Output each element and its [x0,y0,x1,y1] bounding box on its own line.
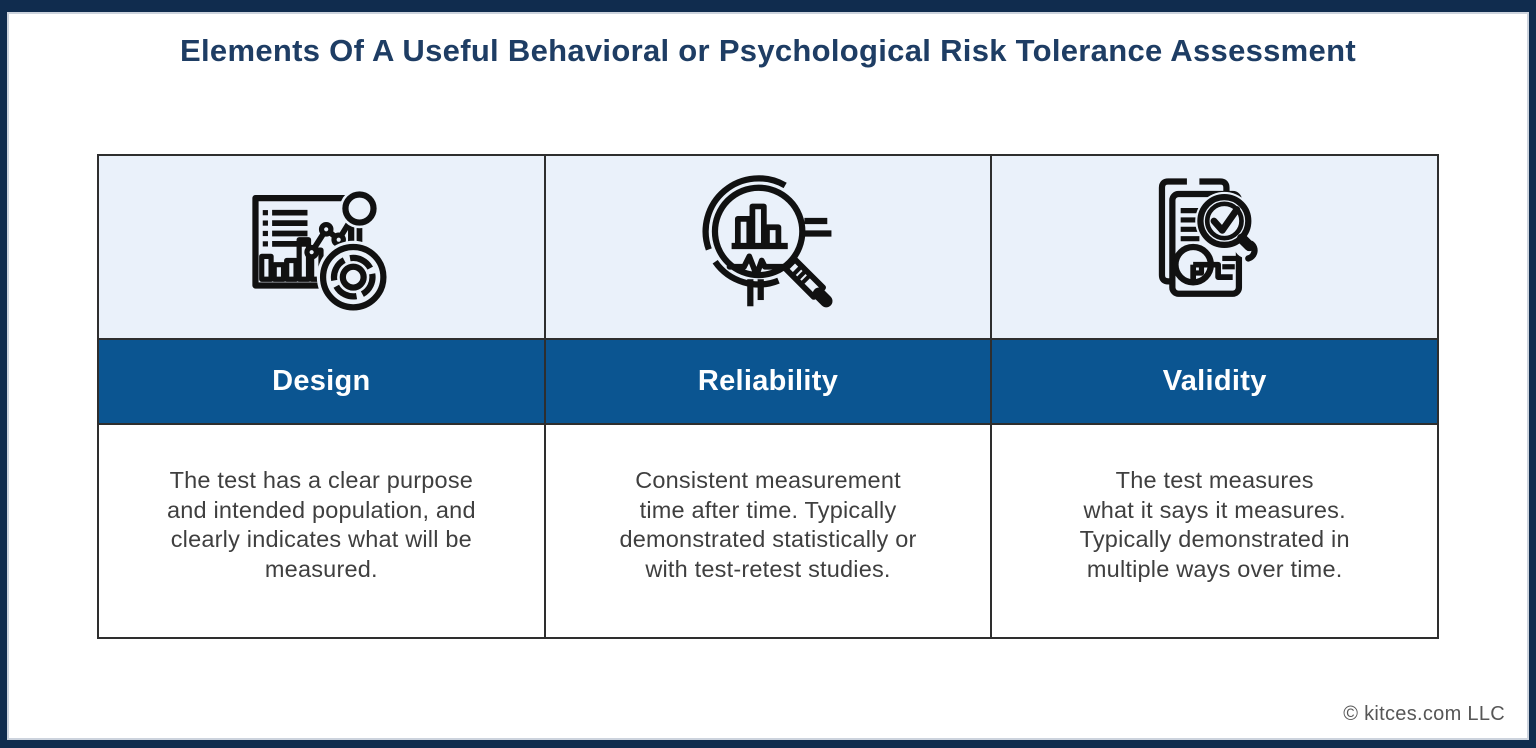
chart-presentation-icon [252,188,390,314]
document-checkmark-icon [1158,178,1261,297]
page-title: Elements Of A Useful Behavioral or Psych… [180,33,1356,68]
validity-icon-cell [992,156,1438,340]
column-design: Design The test has a clear purpose and … [99,156,544,637]
reliability-icon-cell [545,156,991,340]
column-header-validity: Validity [992,340,1438,425]
column-description-validity: The test measures what it says it measur… [1079,467,1350,582]
column-description-reliability: Consistent measurement time after time. … [619,467,917,582]
column-description-design: The test has a clear purpose and intende… [166,467,476,582]
column-header-design: Design [99,340,544,425]
design-icon-cell [99,156,544,340]
column-validity: Validity The test measures what it says … [990,156,1438,637]
column-header-reliability: Reliability [545,340,991,425]
column-reliability: Reliability Consistent measurement time … [543,156,991,637]
assessment-table: Design The test has a clear purpose and … [97,154,1439,639]
magnifier-bar-chart-icon [702,175,833,308]
infographic-content: Elements Of A Useful Behavioral or Psych… [7,12,1529,740]
copyright: © kitces.com LLC [1343,703,1505,725]
